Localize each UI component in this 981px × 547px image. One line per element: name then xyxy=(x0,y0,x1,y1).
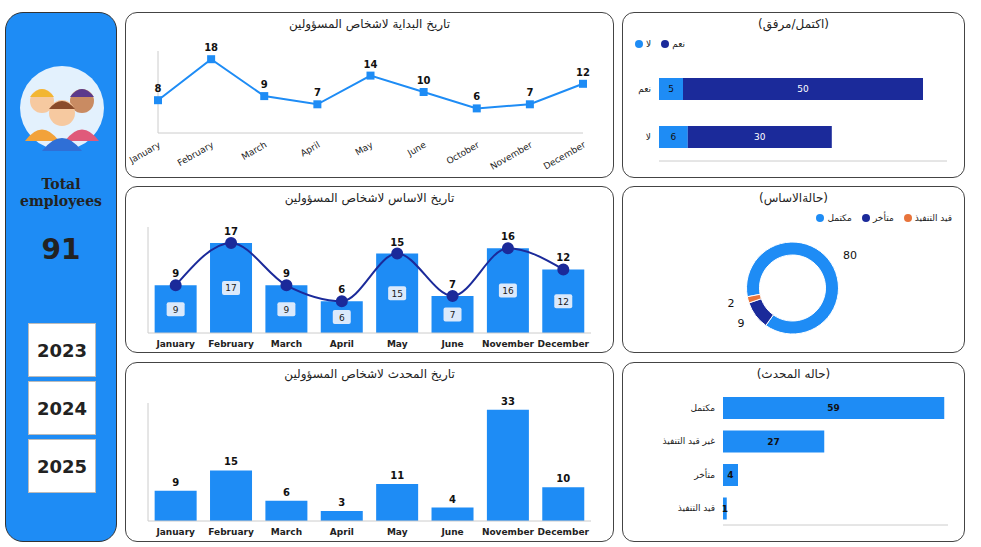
svg-text:17: 17 xyxy=(224,226,238,237)
svg-text:December: December xyxy=(538,339,590,349)
svg-text:November: November xyxy=(489,139,535,171)
svg-text:14: 14 xyxy=(364,59,378,70)
svg-text:12: 12 xyxy=(558,297,569,307)
svg-text:9: 9 xyxy=(173,305,179,315)
svg-text:April: April xyxy=(330,339,354,349)
svg-text:January: January xyxy=(127,139,163,166)
svg-text:غير قيد التنفيذ: غير قيد التنفيذ xyxy=(662,436,715,446)
html-text:تاريخ المحدث لاشخاص المسؤولين: تاريخ المحدث لاشخاص المسؤولين xyxy=(284,367,455,381)
svg-text:لا: لا xyxy=(646,132,651,142)
svg-text:16: 16 xyxy=(502,286,514,296)
html-text:(حالةالاساس): (حالةالاساس) xyxy=(759,191,828,205)
svg-text:6: 6 xyxy=(473,91,480,102)
svg-text:May: May xyxy=(387,339,408,349)
svg-text:مكتمل: مكتمل xyxy=(690,403,715,413)
svg-text:7: 7 xyxy=(526,87,533,98)
svg-text:15: 15 xyxy=(391,289,402,299)
svg-text:9: 9 xyxy=(172,477,179,488)
svg-text:June: June xyxy=(405,139,428,158)
html-text:تاريخ الاساس لاشخاص المسؤولين: تاريخ الاساس لاشخاص المسؤولين xyxy=(284,191,455,205)
svg-text:7: 7 xyxy=(450,310,456,320)
svg-text:5: 5 xyxy=(668,84,674,94)
svg-text:4: 4 xyxy=(727,470,733,480)
svg-text:7: 7 xyxy=(314,87,321,98)
svg-text:80: 80 xyxy=(843,249,857,262)
svg-text:نعم: نعم xyxy=(638,84,651,95)
svg-text:June: June xyxy=(440,339,463,349)
svg-text:1: 1 xyxy=(722,504,728,514)
svg-text:May: May xyxy=(354,139,376,157)
svg-text:January: January xyxy=(155,527,195,537)
svg-text:8: 8 xyxy=(155,83,162,94)
svg-text:10: 10 xyxy=(417,75,431,86)
svg-text:30: 30 xyxy=(754,132,766,142)
svg-text:15: 15 xyxy=(390,237,404,248)
svg-text:March: March xyxy=(240,140,269,162)
svg-text:7: 7 xyxy=(449,279,456,290)
svg-text:November: November xyxy=(482,339,535,349)
svg-text:April: April xyxy=(299,140,322,159)
html-text:91: 91 xyxy=(41,233,81,266)
svg-text:9: 9 xyxy=(284,305,290,315)
html-text:2024: 2024 xyxy=(36,397,87,419)
svg-text:February: February xyxy=(176,139,216,168)
svg-text:November: November xyxy=(482,527,535,537)
html-text:Total employees: Total employees xyxy=(20,176,102,209)
html-text:لا: لا xyxy=(646,39,652,49)
svg-text:6: 6 xyxy=(338,284,345,295)
svg-text:October: October xyxy=(445,139,481,166)
svg-text:6: 6 xyxy=(671,132,677,142)
html-text:تاريخ البداية لاشخاص المسؤولين: تاريخ البداية لاشخاص المسؤولين xyxy=(288,17,451,31)
svg-text:June: June xyxy=(440,527,463,537)
svg-text:33: 33 xyxy=(501,396,515,407)
svg-text:February: February xyxy=(208,339,254,349)
html-text:مكتمل: مكتمل xyxy=(827,213,852,223)
html-text:(حاله المحدث): (حاله المحدث) xyxy=(756,367,831,381)
svg-text:January: January xyxy=(155,339,195,349)
svg-text:6: 6 xyxy=(339,313,345,323)
svg-text:9: 9 xyxy=(261,79,268,90)
svg-text:December: December xyxy=(538,527,590,537)
svg-text:27: 27 xyxy=(767,437,780,447)
svg-text:2: 2 xyxy=(728,297,735,310)
svg-text:10: 10 xyxy=(556,473,570,484)
svg-text:February: February xyxy=(208,527,254,537)
svg-text:3: 3 xyxy=(338,497,345,508)
html-text:(اكتمل/مرفق): (اكتمل/مرفق) xyxy=(758,17,829,31)
svg-text:12: 12 xyxy=(576,67,590,78)
svg-text:18: 18 xyxy=(204,42,218,53)
svg-text:March: March xyxy=(271,339,302,349)
svg-text:9: 9 xyxy=(172,268,179,279)
svg-text:9: 9 xyxy=(283,268,290,279)
svg-text:11: 11 xyxy=(390,470,404,481)
html-text:نعم: نعم xyxy=(672,39,685,49)
svg-text:4: 4 xyxy=(449,494,456,505)
svg-text:9: 9 xyxy=(737,317,744,330)
svg-text:16: 16 xyxy=(501,231,515,242)
svg-text:متأخر: متأخر xyxy=(693,468,715,480)
svg-text:April: April xyxy=(330,527,354,537)
svg-text:March: March xyxy=(271,527,302,537)
html-text:2023: 2023 xyxy=(36,339,87,361)
svg-text:59: 59 xyxy=(827,403,840,413)
html-text:2025: 2025 xyxy=(36,455,87,477)
svg-text:15: 15 xyxy=(224,456,238,467)
svg-text:May: May xyxy=(387,527,408,537)
svg-text:قيد التنفيذ: قيد التنفيذ xyxy=(678,503,715,513)
html-text:متأخر: متأخر xyxy=(872,213,894,223)
svg-text:50: 50 xyxy=(797,84,809,94)
html-text:قيد التنفيذ: قيد التنفيذ xyxy=(914,213,952,223)
svg-text:December: December xyxy=(542,139,588,171)
svg-text:12: 12 xyxy=(556,252,570,263)
svg-text:17: 17 xyxy=(225,283,236,293)
svg-text:6: 6 xyxy=(283,487,290,498)
